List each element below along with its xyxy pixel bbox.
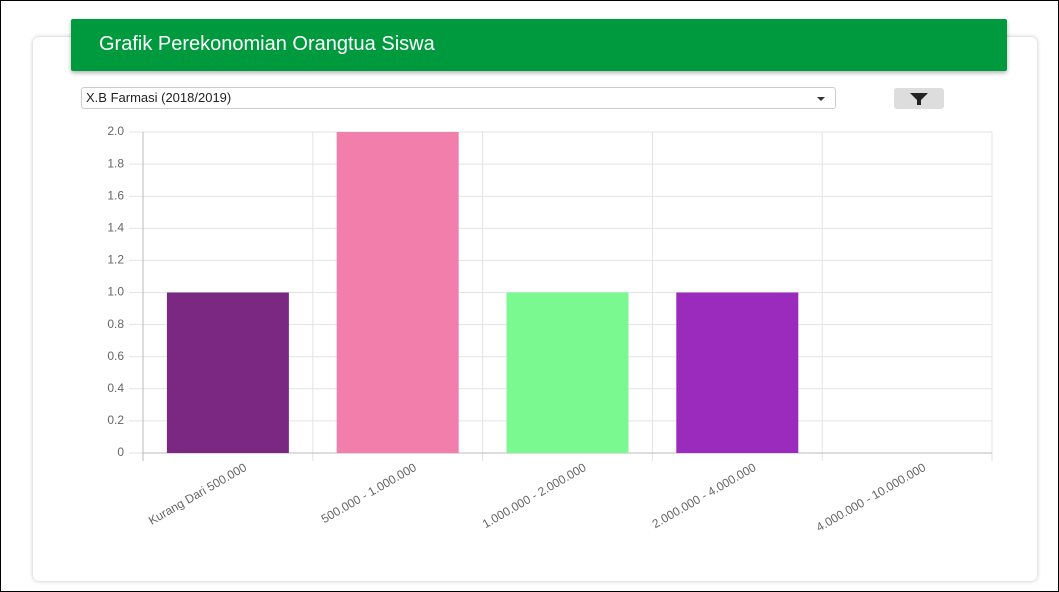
- y-tick-label: 2.0: [107, 124, 124, 138]
- y-tick-label: 1.4: [107, 220, 124, 234]
- caret: [817, 97, 825, 101]
- x-tick-label: Kurang Dari 500.000: [146, 460, 249, 528]
- bar: [166, 292, 289, 453]
- bar: [506, 292, 629, 453]
- x-tick-label: 500.000 - 1.000.000: [319, 460, 419, 526]
- x-tick-label: 1.000.000 - 2.000.000: [480, 460, 589, 531]
- y-tick-label: 1.8: [107, 156, 124, 170]
- bar: [676, 292, 799, 453]
- y-tick-label: 0: [117, 445, 124, 459]
- x-tick-label: 4.000.000 - 10.000.000: [814, 460, 929, 534]
- y-tick-label: 1.6: [107, 188, 124, 202]
- y-tick-label: 0.4: [107, 381, 124, 395]
- select-value: X.B Farmasi (2018/2019): [86, 90, 232, 105]
- filter-icon: [910, 93, 928, 105]
- y-tick-label: 1.0: [107, 285, 124, 299]
- class-select[interactable]: X.B Farmasi (2018/2019): [81, 87, 836, 109]
- filter-button[interactable]: [894, 88, 944, 109]
- y-tick-label: 0.8: [107, 317, 124, 331]
- x-tick-label: 2.000.000 - 4.000.000: [650, 460, 759, 531]
- bar: [336, 132, 459, 453]
- y-tick-label: 0.2: [107, 413, 124, 427]
- y-tick-label: 1.2: [107, 253, 124, 267]
- y-tick-label: 0.6: [107, 349, 124, 363]
- card-title: Grafik Perekonomian Orangtua Siswa: [71, 19, 1007, 71]
